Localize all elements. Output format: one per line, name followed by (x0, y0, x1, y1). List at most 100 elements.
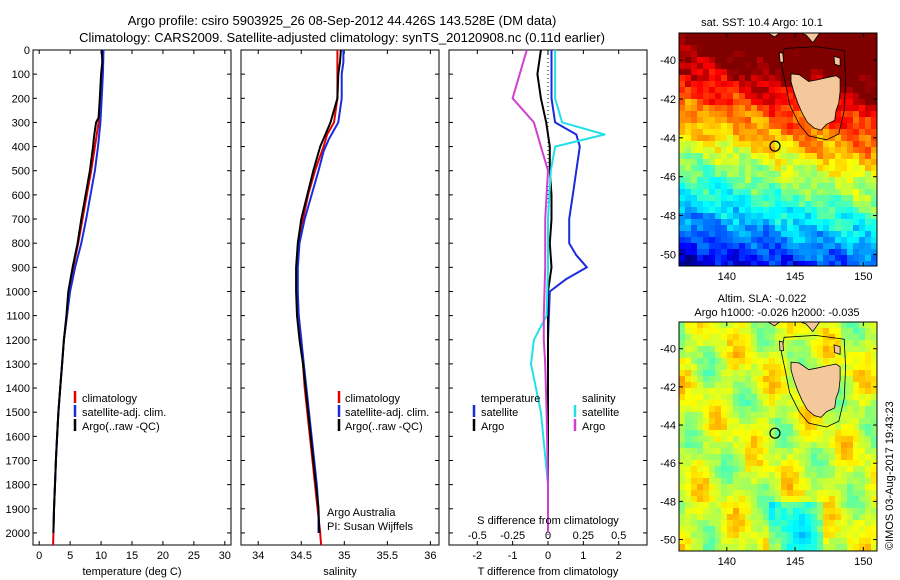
map-lon-label: 145 (786, 271, 804, 283)
x-tick-label: 0 (545, 550, 551, 562)
imos-timestamp: ©IMOS 03-Aug-2017 19:43:23 (884, 401, 896, 550)
s-tick-label: -0.5 (468, 530, 487, 542)
map-lat-label: -40 (660, 344, 676, 356)
x-tick-label: 10 (95, 550, 107, 562)
series-line-argo-raw-qc- (52, 50, 104, 533)
s-tick-label: 0 (545, 530, 551, 542)
map-lat-label: -40 (660, 55, 676, 67)
x-tick-label: 35.5 (377, 550, 398, 562)
legend-s-satellite-label: satellite (582, 407, 619, 419)
series-line-argo-raw-qc- (295, 50, 342, 533)
depth-tick-label: 100 (12, 69, 30, 81)
shelf-contour (780, 334, 847, 428)
depth-tick-label: 300 (12, 117, 30, 129)
series-line-argo (536, 50, 553, 533)
legend-temperature-heading: temperature (481, 393, 540, 405)
depth-tick-label: 600 (12, 190, 30, 202)
depth-tick-label: 2000 (6, 528, 30, 540)
map-frame (678, 321, 878, 552)
depth-tick-label: 1000 (6, 286, 30, 298)
depth-tick-label: 1300 (6, 359, 30, 371)
depth-tick-label: 800 (12, 238, 30, 250)
x-tick-label: 1 (580, 550, 586, 562)
depth-tick-label: 1100 (6, 311, 30, 323)
map-lat-label: -44 (660, 420, 676, 432)
land-shape (740, 33, 821, 44)
difference-legend: temperature satellite Argo salinity sate… (472, 393, 619, 527)
s-tick-label: 0.25 (573, 530, 594, 542)
depth-tick-label: 1700 (6, 455, 30, 467)
land-shape (778, 340, 784, 352)
map-lon-label: 150 (854, 271, 872, 283)
depth-tick-label: 1600 (6, 431, 30, 443)
depth-tick-label: 0 (24, 45, 30, 57)
map-lat-label: -46 (660, 172, 676, 184)
legend-t-satellite-label: satellite (481, 407, 518, 419)
depth-tick-label: 500 (12, 166, 30, 178)
x-tick-label: 5 (67, 550, 73, 562)
float-owner-label: Argo Australia (327, 507, 396, 519)
depth-tick-label: 200 (12, 93, 30, 105)
s-tick-label: 0.5 (611, 530, 626, 542)
sst-map-axes: 140 145 150 -40 -42 -44 -46 -48 -50 (660, 32, 878, 283)
legend-argo-label: Argo(..raw -QC) (82, 421, 160, 433)
depth-tick-label: 900 (12, 262, 30, 274)
map-lat-label: -48 (660, 496, 676, 508)
depth-tick-label: 1500 (6, 407, 30, 419)
float-pi-label: PI: Susan Wijffels (327, 521, 413, 533)
x-tick-label: 30 (219, 550, 231, 562)
legend-climatology-label: climatology (82, 393, 138, 405)
land-shape (778, 51, 784, 63)
shelf-contour (780, 46, 847, 141)
x-tick-label: 36 (424, 550, 436, 562)
x-tick-label: 25 (188, 550, 200, 562)
series-line-salinity-satellite (530, 50, 606, 533)
tasmania-shape (790, 73, 841, 131)
argo-position-marker (769, 140, 781, 152)
difference-panel: -2 -1 0 1 2 -0.5 -0.25 0 0.25 0.5 (448, 49, 648, 562)
land-shape (833, 55, 841, 67)
map-lat-label: -48 (660, 211, 676, 223)
map-lat-label: -42 (660, 94, 676, 106)
x-tick-label: 2 (616, 550, 622, 562)
t-difference-axis-label: T difference from climatology (478, 566, 619, 578)
land-shape (833, 344, 841, 355)
sst-map-title: sat. SST: 10.4 Argo: 10.1 (701, 17, 823, 29)
tasmania-shape (790, 361, 841, 418)
map-lat-label: -46 (660, 458, 676, 470)
argo-position-marker (769, 427, 781, 439)
map-frame (678, 32, 878, 267)
x-tick-label: 34 (252, 550, 264, 562)
series-line-salinity-argo (511, 50, 549, 533)
x-tick-label: -1 (508, 550, 518, 562)
plot-frame (32, 49, 232, 546)
tasmania-land (740, 33, 847, 152)
plot-frame (240, 49, 440, 546)
temperature-panel: 0100200300400500600700800900100011001200… (6, 45, 232, 562)
legend-s-argo-label: Argo (582, 421, 605, 433)
map-lon-label: 140 (718, 271, 736, 283)
legend-climatology-label: climatology (345, 393, 401, 405)
salinity-axis-label: salinity (323, 566, 357, 578)
x-tick-label: 15 (126, 550, 138, 562)
depth-tick-label: 400 (12, 142, 30, 154)
x-tick-label: 0 (36, 550, 42, 562)
map-lat-label: -44 (660, 133, 676, 145)
s-difference-axis-label: S difference from climatology (477, 515, 619, 527)
map-lat-label: -50 (660, 535, 676, 547)
x-tick-label: 34.5 (291, 550, 312, 562)
s-tick-label: -0.25 (500, 530, 525, 542)
map-lat-label: -42 (660, 382, 676, 394)
x-tick-label: 35 (338, 550, 350, 562)
figure-title-line2: Climatology: CARS2009. Satellite-adjuste… (79, 30, 605, 45)
sla-heatmap (679, 322, 877, 551)
depth-tick-label: 1900 (6, 504, 30, 516)
depth-tick-label: 1400 (6, 383, 30, 395)
legend-t-argo-label: Argo (481, 421, 504, 433)
legend-satellite-label: satellite-adj. clim. (345, 407, 429, 419)
land-shape (740, 322, 821, 333)
sst-map: sat. SST: 10.4 Argo: 10.1 140 145 150 -40 -4… (660, 17, 878, 283)
legend-argo-label: Argo(..raw -QC) (345, 421, 423, 433)
sla-map-axes: 140 145 150 -40 -42 -44 -46 -48 -50 (660, 321, 878, 568)
sst-heatmap (679, 33, 877, 266)
